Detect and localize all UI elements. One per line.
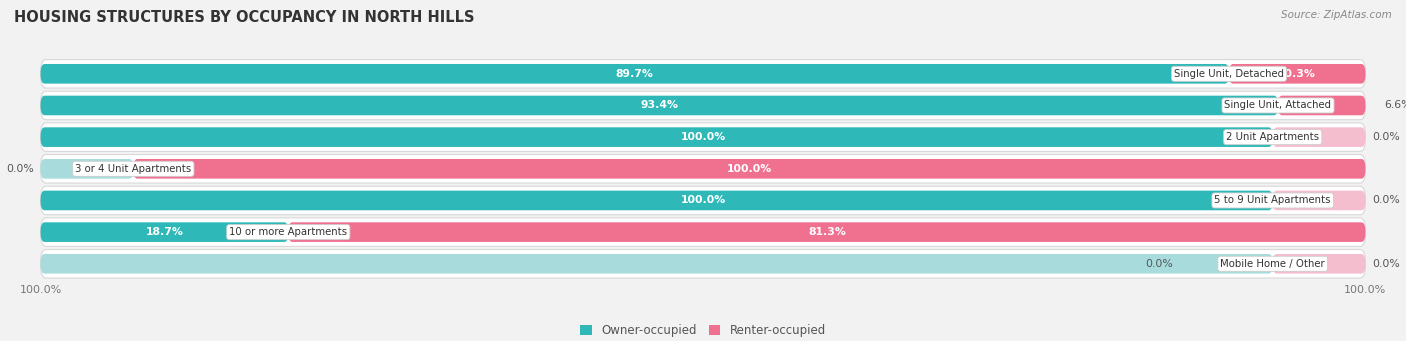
Text: 100.0%: 100.0% <box>727 164 772 174</box>
Text: 18.7%: 18.7% <box>145 227 183 237</box>
FancyBboxPatch shape <box>1272 254 1365 273</box>
FancyBboxPatch shape <box>41 222 288 242</box>
Text: Mobile Home / Other: Mobile Home / Other <box>1220 259 1324 269</box>
Text: 0.0%: 0.0% <box>1372 195 1400 206</box>
Text: 2 Unit Apartments: 2 Unit Apartments <box>1226 132 1319 142</box>
FancyBboxPatch shape <box>41 96 1278 115</box>
FancyBboxPatch shape <box>41 91 1365 120</box>
FancyBboxPatch shape <box>288 222 1365 242</box>
Text: 0.0%: 0.0% <box>1372 132 1400 142</box>
FancyBboxPatch shape <box>41 186 1365 215</box>
Text: 10 or more Apartments: 10 or more Apartments <box>229 227 347 237</box>
Text: Source: ZipAtlas.com: Source: ZipAtlas.com <box>1281 10 1392 20</box>
FancyBboxPatch shape <box>41 64 1229 84</box>
FancyBboxPatch shape <box>41 123 1365 151</box>
FancyBboxPatch shape <box>41 154 1365 183</box>
Text: 0.0%: 0.0% <box>6 164 34 174</box>
Text: HOUSING STRUCTURES BY OCCUPANCY IN NORTH HILLS: HOUSING STRUCTURES BY OCCUPANCY IN NORTH… <box>14 10 475 25</box>
FancyBboxPatch shape <box>41 159 134 179</box>
Text: 81.3%: 81.3% <box>808 227 846 237</box>
Text: Single Unit, Detached: Single Unit, Detached <box>1174 69 1284 79</box>
Text: 93.4%: 93.4% <box>640 101 678 110</box>
Text: 89.7%: 89.7% <box>616 69 654 79</box>
FancyBboxPatch shape <box>41 60 1365 88</box>
FancyBboxPatch shape <box>134 159 1365 179</box>
Text: 100.0%: 100.0% <box>681 195 725 206</box>
Text: Single Unit, Attached: Single Unit, Attached <box>1225 101 1331 110</box>
FancyBboxPatch shape <box>1278 96 1365 115</box>
FancyBboxPatch shape <box>1229 64 1365 84</box>
FancyBboxPatch shape <box>41 218 1365 246</box>
Text: 6.6%: 6.6% <box>1384 101 1406 110</box>
FancyBboxPatch shape <box>41 191 1272 210</box>
FancyBboxPatch shape <box>1272 191 1365 210</box>
FancyBboxPatch shape <box>41 127 1272 147</box>
Text: 3 or 4 Unit Apartments: 3 or 4 Unit Apartments <box>75 164 191 174</box>
FancyBboxPatch shape <box>41 250 1365 278</box>
Text: 5 to 9 Unit Apartments: 5 to 9 Unit Apartments <box>1215 195 1331 206</box>
Text: 10.3%: 10.3% <box>1278 69 1316 79</box>
Text: 0.0%: 0.0% <box>1372 259 1400 269</box>
Text: 100.0%: 100.0% <box>681 132 725 142</box>
Legend: Owner-occupied, Renter-occupied: Owner-occupied, Renter-occupied <box>575 319 831 341</box>
FancyBboxPatch shape <box>1272 127 1365 147</box>
FancyBboxPatch shape <box>41 254 1272 273</box>
Text: 0.0%: 0.0% <box>1146 259 1174 269</box>
